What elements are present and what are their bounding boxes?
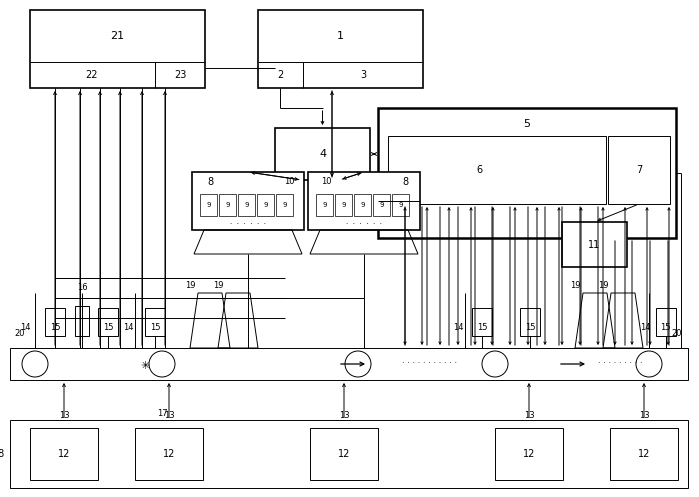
Bar [145, 308, 165, 336]
Text: 14: 14 [20, 324, 30, 332]
Text: ·  ·  ·  ·  ·  ·: · · · · · · [346, 221, 382, 227]
Bar [354, 194, 371, 216]
Text: 17: 17 [157, 410, 167, 418]
Bar [30, 428, 98, 480]
Text: 15: 15 [477, 324, 487, 332]
Text: 4: 4 [319, 149, 326, 159]
Text: 15: 15 [525, 324, 535, 332]
Bar [472, 308, 492, 336]
Bar [562, 222, 627, 267]
Bar [135, 428, 203, 480]
Text: 1: 1 [337, 31, 344, 41]
Bar [45, 308, 65, 336]
Text: 10: 10 [321, 177, 331, 186]
Circle shape [636, 351, 662, 377]
Text: 5: 5 [524, 119, 531, 129]
Bar [219, 194, 236, 216]
Text: ✳: ✳ [140, 361, 150, 371]
Bar [10, 420, 688, 488]
Bar [75, 306, 89, 336]
Text: 19: 19 [570, 281, 580, 291]
Text: 10: 10 [284, 177, 294, 186]
Bar [10, 348, 688, 380]
Bar [276, 194, 293, 216]
Text: 15: 15 [103, 324, 113, 332]
Text: 9: 9 [282, 202, 287, 208]
Circle shape [482, 351, 508, 377]
Bar [275, 128, 370, 180]
Text: 15: 15 [50, 324, 60, 332]
Text: 19: 19 [185, 281, 195, 291]
Bar [238, 194, 255, 216]
Text: 14: 14 [123, 324, 134, 332]
Circle shape [149, 351, 175, 377]
Circle shape [22, 351, 48, 377]
Text: 14: 14 [640, 324, 650, 332]
Text: 12: 12 [163, 449, 175, 459]
Text: 20: 20 [672, 329, 682, 337]
Text: 13: 13 [524, 411, 534, 419]
Bar [258, 10, 423, 88]
Text: 3: 3 [360, 70, 366, 80]
Text: 9: 9 [380, 202, 384, 208]
Text: 9: 9 [244, 202, 249, 208]
Text: 20: 20 [14, 329, 24, 337]
Text: 12: 12 [58, 449, 70, 459]
Text: 14: 14 [453, 324, 463, 332]
Text: 13: 13 [339, 411, 350, 419]
Text: 9: 9 [264, 202, 268, 208]
Text: · · · · · · · · ·: · · · · · · · · · [598, 359, 642, 368]
Text: 8: 8 [207, 177, 213, 187]
Bar [30, 10, 205, 88]
Bar [308, 172, 420, 230]
Text: 6: 6 [477, 165, 482, 175]
Bar [610, 428, 678, 480]
Text: 12: 12 [523, 449, 535, 459]
Circle shape [345, 351, 371, 377]
Bar [310, 428, 378, 480]
Bar [200, 194, 217, 216]
Text: 7: 7 [636, 165, 642, 175]
Text: 16: 16 [77, 283, 87, 293]
Bar [392, 194, 409, 216]
Text: 9: 9 [398, 202, 403, 208]
Text: · · · · · · · · · · ·: · · · · · · · · · · · [403, 359, 458, 368]
Text: 13: 13 [639, 411, 649, 419]
Text: 19: 19 [598, 281, 608, 291]
Text: 12: 12 [637, 449, 650, 459]
Text: 19: 19 [212, 281, 223, 291]
Bar [335, 194, 352, 216]
Bar [608, 136, 670, 204]
Text: 23: 23 [174, 70, 186, 80]
Text: 11: 11 [589, 240, 600, 249]
Text: 8: 8 [402, 177, 408, 187]
Text: 22: 22 [86, 70, 99, 80]
Text: 12: 12 [338, 449, 350, 459]
Bar [656, 308, 676, 336]
Text: 9: 9 [225, 202, 230, 208]
Bar [316, 194, 333, 216]
Bar [192, 172, 304, 230]
Bar [98, 308, 118, 336]
Text: 15: 15 [660, 324, 670, 332]
Bar [378, 108, 676, 238]
Bar [388, 136, 606, 204]
Text: 9: 9 [341, 202, 346, 208]
Text: 2: 2 [277, 70, 283, 80]
Text: ·  ·  ·  ·  ·  ·: · · · · · · [230, 221, 266, 227]
Bar [373, 194, 390, 216]
Text: 15: 15 [150, 324, 160, 332]
Text: 21: 21 [110, 31, 124, 41]
Bar [257, 194, 274, 216]
Text: 13: 13 [59, 411, 69, 419]
Text: 9: 9 [360, 202, 365, 208]
Bar [520, 308, 540, 336]
Bar [495, 428, 563, 480]
Text: 9: 9 [322, 202, 326, 208]
Text: 13: 13 [164, 411, 174, 419]
Text: 9: 9 [206, 202, 211, 208]
Text: 18: 18 [0, 449, 5, 459]
